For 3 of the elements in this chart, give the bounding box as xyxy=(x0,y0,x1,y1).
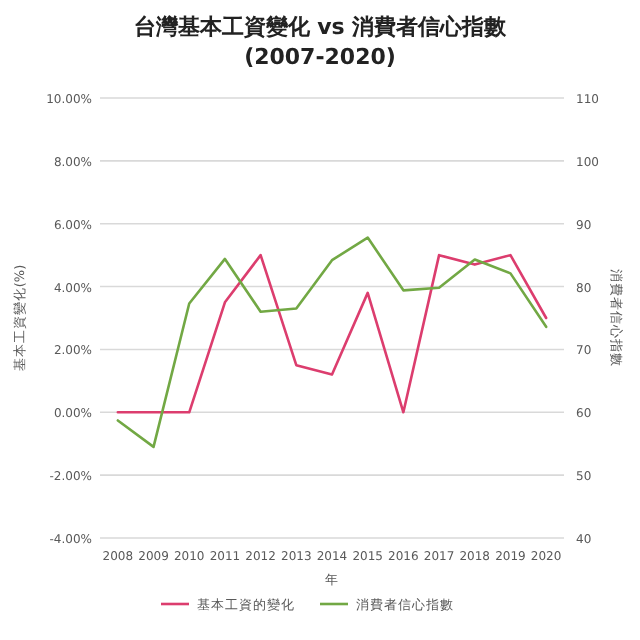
line-series xyxy=(116,253,548,414)
line-series xyxy=(116,236,548,449)
chart-title: 台灣基本工資變化 vs 消費者信心指數 (2007-2020) xyxy=(133,14,509,70)
